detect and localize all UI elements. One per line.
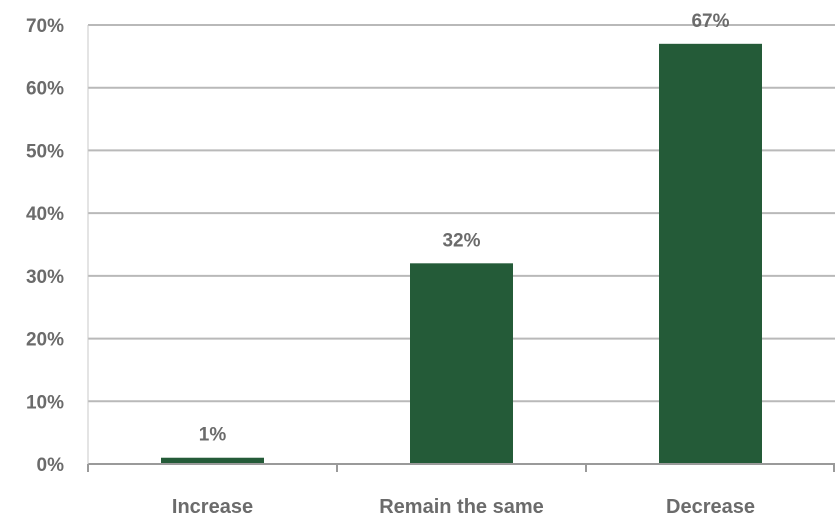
x-axis [87, 25, 835, 472]
data-label: 1% [199, 425, 227, 446]
x-category-label: Remain the same [379, 496, 544, 518]
data-label: 32% [442, 230, 480, 251]
y-tick-label: 0% [37, 455, 65, 476]
y-tick-label: 50% [26, 141, 64, 162]
bar [659, 43, 762, 465]
data-label: 67% [691, 11, 729, 32]
y-tick-label: 10% [26, 392, 64, 413]
y-tick-label: 20% [26, 330, 64, 351]
data-labels: 1% 32% 67% [199, 11, 730, 446]
y-tick-label: 30% [26, 267, 64, 288]
x-category-label: Decrease [666, 496, 755, 518]
y-tick-label: 70% [26, 16, 64, 37]
bar [410, 263, 513, 464]
bar [161, 457, 264, 464]
y-tick-label: 60% [26, 79, 64, 100]
x-category-label: Increase [172, 496, 253, 518]
y-axis-tick-labels: 0% 10% 20% 30% 40% 50% 60% 70% [26, 16, 64, 476]
x-axis-category-labels: Increase Remain the same Decrease [172, 496, 755, 518]
y-tick-label: 40% [26, 204, 64, 225]
bars [161, 43, 762, 465]
